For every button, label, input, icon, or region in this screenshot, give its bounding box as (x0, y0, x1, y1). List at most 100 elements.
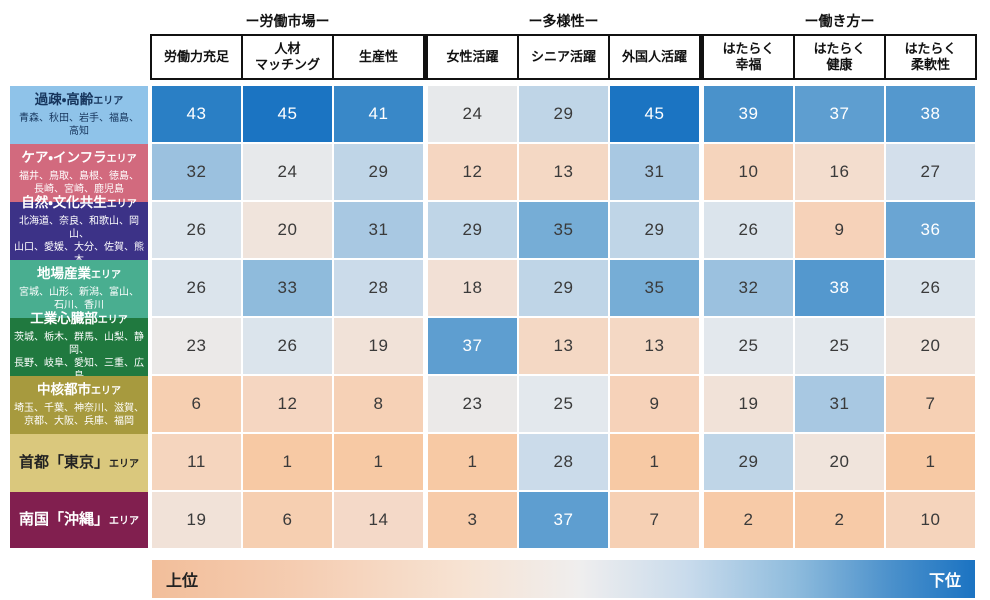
heatmap-cell: 41 (334, 86, 423, 142)
heatmap-cell: 37 (519, 492, 608, 548)
heatmap-cell: 25 (795, 318, 884, 374)
heatmap-cell: 11 (152, 434, 241, 490)
heatmap-cell: 38 (795, 260, 884, 316)
heatmap-cell: 29 (428, 202, 517, 258)
group-separator (701, 260, 702, 316)
group-separator (425, 36, 426, 78)
group-separator (701, 36, 702, 78)
heatmap-cell: 12 (243, 376, 332, 432)
group-separator (425, 434, 426, 490)
heatmap-cell: 35 (610, 260, 699, 316)
group-separator (425, 202, 426, 258)
heatmap-cell: 12 (428, 144, 517, 200)
heatmap-body: 過疎・高齢エリア 青森、秋田、岩手、福島、 高知 ケア・インフラエリア 福井、鳥取、島… (10, 86, 990, 548)
row-title-suffix: エリア (97, 315, 128, 327)
heatmap-cell: 20 (795, 434, 884, 490)
heatmap-cell: 6 (152, 376, 241, 432)
heatmap-cell: 33 (243, 260, 332, 316)
heatmap-cell: 1 (886, 434, 975, 490)
row-title: 工業心臓部エリア (30, 311, 128, 327)
heatmap-cell: 9 (610, 376, 699, 432)
heatmap-cell: 2 (795, 492, 884, 548)
heatmap-cell: 29 (519, 86, 608, 142)
group-separator (425, 86, 426, 142)
row-title: 地場産業エリア (37, 266, 121, 282)
heatmap-cell: 25 (704, 318, 793, 374)
legend-bottom-rank-label: 下位 (928, 573, 961, 590)
column-header: 人材 マッチング (243, 36, 332, 78)
column-header: 外国人活躍 (610, 36, 699, 78)
corner-spacer (10, 8, 152, 34)
heatmap-cell: 3 (428, 492, 517, 548)
column-header: はたらく 幸福 (704, 36, 793, 78)
heatmap-cell: 18 (428, 260, 517, 316)
heatmap-cell: 16 (795, 144, 884, 200)
heatmap-cell: 26 (243, 318, 332, 374)
row-title: 首都「東京」エリア (18, 454, 139, 471)
group-label-workstyle: ー働き方ー (804, 13, 875, 29)
heatmap-cell: 43 (152, 86, 241, 142)
row-title-suffix: エリア (91, 386, 121, 398)
row-title: 自然・文化共生エリア (21, 195, 137, 211)
row-label-column: 過疎・高齢エリア 青森、秋田、岩手、福島、 高知 ケア・インフラエリア 福井、鳥取、島… (10, 86, 148, 548)
heatmap-cell: 23 (428, 376, 517, 432)
row-label: 首都「東京」エリア (10, 434, 148, 492)
heatmap-cell: 19 (704, 376, 793, 432)
cells-grid: 43 45 41 24 29 45 39 37 38 32 24 29 12 13 31 10 16 27 26 20… (152, 86, 975, 548)
heatmap-cell: 1 (243, 434, 332, 490)
heatmap-cell: 28 (519, 434, 608, 490)
heatmap-cell: 32 (152, 144, 241, 200)
group-separator (701, 318, 702, 374)
heatmap-cell: 14 (334, 492, 423, 548)
row-title-suffix: エリア (109, 459, 139, 470)
legend-spacer (10, 560, 152, 598)
heatmap-cell: 31 (610, 144, 699, 200)
group-label-diversity: ー多様性ー (528, 13, 599, 29)
group-separator (701, 86, 702, 142)
heatmap-cell: 1 (428, 434, 517, 490)
heatmap-cell: 39 (704, 86, 793, 142)
row-title-suffix: エリア (106, 154, 137, 166)
group-separator (425, 492, 426, 548)
heatmap-cell: 20 (886, 318, 975, 374)
heatmap-cell: 28 (334, 260, 423, 316)
group-separator (701, 376, 702, 432)
row-title: 南国「沖縄」エリア (18, 511, 139, 528)
heatmap-cell: 10 (886, 492, 975, 548)
group-separator (425, 376, 426, 432)
row-prefecture-list: 北海道、奈良、和歌山、岡山、 山口、愛媛、大分、佐賀、熊本 (14, 215, 144, 266)
heatmap-cell: 32 (704, 260, 793, 316)
heatmap-cell: 25 (519, 376, 608, 432)
row-title-suffix: エリア (93, 96, 124, 108)
heatmap-cell: 1 (610, 434, 699, 490)
heatmap-cell: 29 (704, 434, 793, 490)
heatmap-cell: 8 (334, 376, 423, 432)
row-label: ケア・インフラエリア 福井、鳥取、島根、徳島、 長崎、宮崎、鹿児島 (10, 144, 148, 202)
heatmap-cell: 45 (610, 86, 699, 142)
row-prefecture-list: 福井、鳥取、島根、徳島、 長崎、宮崎、鹿児島 (19, 170, 139, 195)
column-header: はたらく 健康 (795, 36, 884, 78)
group-separator (425, 144, 426, 200)
heatmap-cell: 1 (334, 434, 423, 490)
legend-row: 上位 下位 (10, 560, 990, 598)
heatmap-cell: 9 (795, 202, 884, 258)
column-header: シニア活躍 (519, 36, 608, 78)
column-header: 生産性 (334, 36, 423, 78)
heatmap-cell: 26 (152, 202, 241, 258)
heatmap-cell: 27 (886, 144, 975, 200)
header-grid: 労働力充足 人材 マッチング 生産性 女性活躍 シニア活躍 外国人活躍 はたらく 幸福 はたら… (150, 34, 977, 80)
group-separator (701, 434, 702, 490)
row-prefecture-list: 宮城、山形、新潟、富山、 石川、香川 (19, 286, 139, 311)
heatmap-cell: 31 (795, 376, 884, 432)
column-header-row: 労働力充足 人材 マッチング 生産性 女性活躍 シニア活躍 外国人活躍 はたらく 幸福 はたら… (10, 34, 990, 80)
row-label: 南国「沖縄」エリア (10, 492, 148, 548)
heatmap-cell: 6 (243, 492, 332, 548)
column-header: 女性活躍 (428, 36, 517, 78)
row-label: 中核都市エリア 埼玉、千葉、神奈川、滋賀、 京都、大阪、兵庫、福岡 (10, 376, 148, 434)
legend-gradient-bar: 上位 下位 (152, 560, 975, 598)
heatmap-cell: 38 (886, 86, 975, 142)
heatmap-cell: 24 (428, 86, 517, 142)
heatmap-cell: 10 (704, 144, 793, 200)
